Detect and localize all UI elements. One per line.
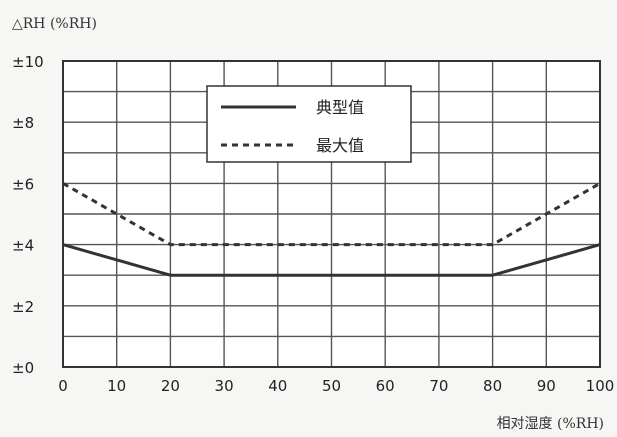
y-tick-label: ±8	[12, 114, 34, 132]
series-line-max	[62, 182, 601, 247]
legend-label-max: 最大值	[316, 136, 364, 155]
y-tick-label: ±10	[12, 53, 44, 71]
x-tick-label: 70	[429, 377, 448, 395]
legend-box	[206, 85, 412, 163]
x-tick-label: 30	[215, 377, 234, 395]
x-tick-label: 10	[107, 377, 126, 395]
legend: 典型值 最大值	[206, 85, 412, 163]
x-axis-title: 相对湿度 (%RH)	[497, 416, 604, 432]
legend-label-typical: 典型值	[316, 98, 364, 117]
x-tick-label: 50	[322, 377, 341, 395]
x-tick-label: 20	[161, 377, 180, 395]
series-line-typical	[62, 243, 601, 277]
x-tick-label: 80	[483, 377, 502, 395]
axes: ±0 ±2 ±4 ±6 ±8 ±10 0 10 20 30 40 50 60 70 80 90 100	[12, 53, 614, 395]
y-tick-label: ±4	[12, 237, 34, 255]
y-axis-title: △RH (%RH)	[12, 16, 97, 32]
x-tick-label: 90	[537, 377, 556, 395]
y-tick-label: ±0	[12, 359, 34, 377]
y-tick-label: ±2	[12, 298, 34, 316]
x-tick-label: 60	[376, 377, 395, 395]
x-tick-label: 100	[586, 377, 615, 395]
x-tick-label: 40	[268, 377, 287, 395]
x-tick-label: 0	[58, 377, 68, 395]
plot-frame	[62, 60, 601, 368]
series-lines	[62, 182, 601, 277]
y-tick-label: ±6	[12, 175, 34, 193]
